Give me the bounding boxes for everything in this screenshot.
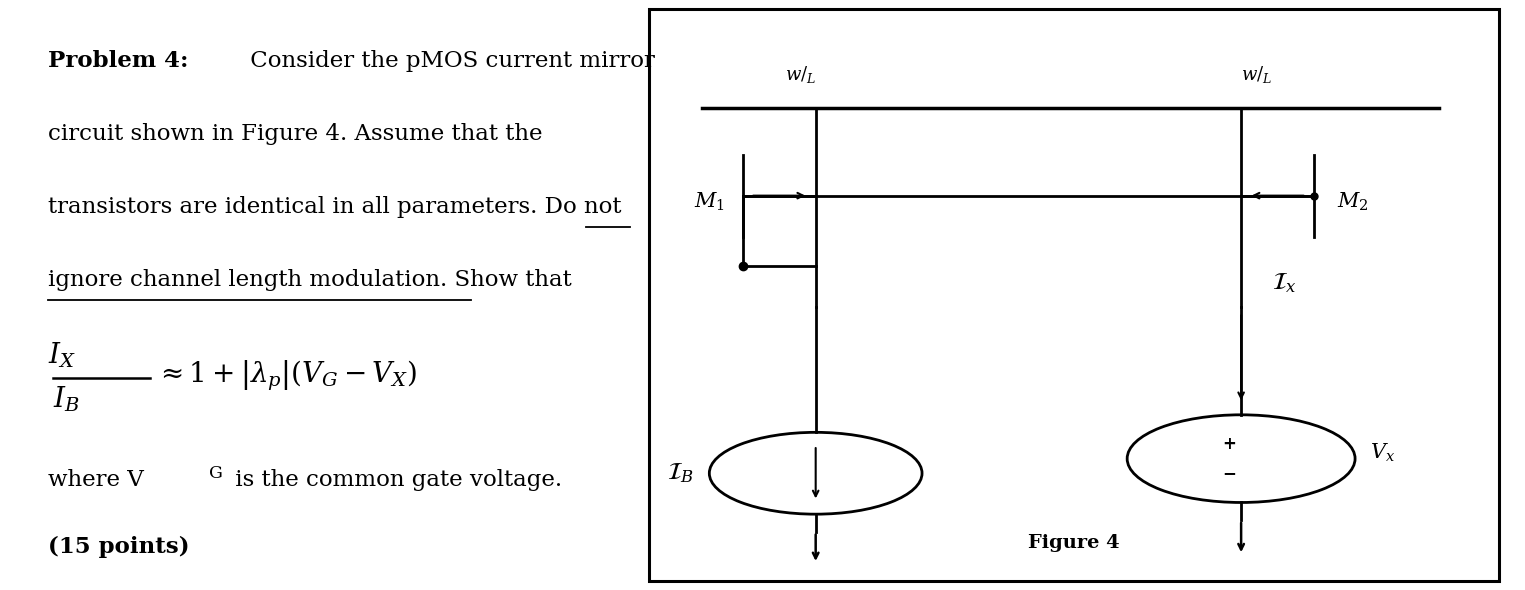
Text: where V: where V [49,469,143,491]
Text: $\approx 1 + \left|\lambda_p\right|(V_G - V_X)$: $\approx 1 + \left|\lambda_p\right|(V_G … [154,358,416,393]
Text: $w/_{L}$: $w/_{L}$ [785,64,816,84]
Text: $V_x$: $V_x$ [1371,442,1395,464]
Text: transistors are identical in all parameters. Do not: transistors are identical in all paramet… [49,196,622,218]
Text: $I_X$: $I_X$ [49,340,76,369]
Text: Consider the pMOS current mirror: Consider the pMOS current mirror [242,50,654,71]
Text: $\mathcal{I}_x$: $\mathcal{I}_x$ [1272,271,1296,296]
Text: circuit shown in Figure 4. Assume that the: circuit shown in Figure 4. Assume that t… [49,123,543,145]
Text: $M_1$: $M_1$ [694,191,724,212]
Text: −: − [1222,464,1235,482]
Text: $M_2$: $M_2$ [1337,191,1368,212]
Text: $I_B$: $I_B$ [53,384,79,414]
Text: is the common gate voltage.: is the common gate voltage. [227,469,561,491]
Text: $\mathcal{I}_B$: $\mathcal{I}_B$ [666,461,694,485]
Text: $w/_{L}$: $w/_{L}$ [1241,64,1272,84]
Text: (15 points): (15 points) [49,536,189,558]
Text: ignore channel length modulation. Show that: ignore channel length modulation. Show t… [49,268,572,291]
Text: Problem 4:: Problem 4: [49,50,189,71]
FancyBboxPatch shape [648,9,1499,581]
Text: +: + [1222,435,1235,453]
Text: G: G [209,466,223,483]
Text: Figure 4: Figure 4 [1028,534,1119,552]
